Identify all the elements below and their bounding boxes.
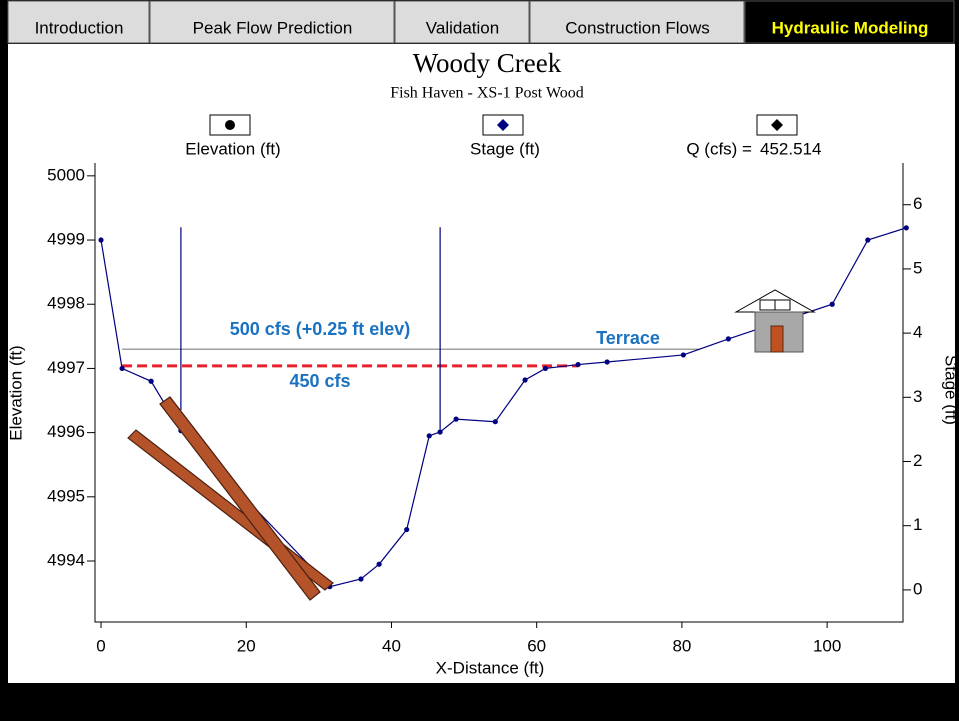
wood-logs <box>127 396 334 601</box>
axis-frame <box>94 163 904 623</box>
x-tick-label: 0 <box>96 636 105 655</box>
tab-label: Hydraulic Modeling <box>772 18 929 37</box>
point <box>903 225 909 231</box>
tab-background <box>744 0 955 44</box>
house-icon <box>734 289 816 353</box>
tab-label: Introduction <box>35 18 124 37</box>
x-tick-label: 20 <box>237 636 256 655</box>
point <box>542 365 549 372</box>
log <box>159 396 321 601</box>
x-tick-label: 60 <box>527 636 546 655</box>
point <box>725 336 731 342</box>
content-area <box>8 44 955 683</box>
tab-bar: Introduction Peak Flow Prediction Validati… <box>7 0 955 44</box>
point <box>358 576 364 582</box>
tab[interactable]: Validation <box>394 0 530 44</box>
point <box>119 365 125 372</box>
flow-label: 500 cfs (+0.25 ft elev) <box>230 319 411 339</box>
legend-marker <box>771 119 783 131</box>
y-tick-label: 4999 <box>47 230 85 249</box>
x-tick-label: 80 <box>672 636 691 655</box>
tab-label: Peak Flow Prediction <box>193 18 353 37</box>
legend-label: Q (cfs) = <box>686 139 752 158</box>
chart-title: Woody Creek <box>413 48 562 78</box>
tab-background <box>149 0 395 44</box>
point <box>437 429 443 435</box>
q-value: 452.514 <box>760 139 821 158</box>
tab[interactable]: Introduction <box>7 0 150 44</box>
y-tick-label: 4998 <box>47 294 85 313</box>
y2-tick-label: 4 <box>913 323 922 342</box>
annotation: Terrace <box>596 328 660 348</box>
y-tick-label: 4996 <box>47 422 85 441</box>
point <box>376 561 382 567</box>
tab-background <box>529 0 745 44</box>
y2-tick-label: 0 <box>913 579 922 598</box>
legend-label: Elevation (ft) <box>185 139 280 158</box>
point <box>865 237 871 243</box>
tab[interactable]: Construction Flows <box>529 0 745 44</box>
point <box>426 433 432 439</box>
y-axis-label: Elevation (ft) <box>6 345 25 440</box>
legend: Elevation (ft) Stage (ft) Q (cfs) = 452.… <box>185 114 821 158</box>
y2-tick-label: 5 <box>913 258 922 277</box>
point <box>680 352 686 358</box>
y-tick-label: 5000 <box>47 165 85 184</box>
point <box>492 419 498 425</box>
y2-axis-label: Stage (ft) <box>942 355 959 425</box>
chart-subtitle: Fish Haven - XS-1 Post Wood <box>390 85 584 102</box>
point <box>575 361 581 368</box>
point <box>404 526 410 533</box>
plot: 0 20 40 60 80 1004994499549964997499849995000… <box>47 163 922 655</box>
point <box>98 237 104 243</box>
tab-label: Construction Flows <box>565 18 710 37</box>
y2-tick-label: 1 <box>913 515 922 534</box>
point <box>148 378 154 384</box>
y-tick-label: 4995 <box>47 486 85 505</box>
x-axis-label: X-Distance (ft) <box>436 658 545 677</box>
house-door <box>770 325 784 353</box>
x-tick-label: 40 <box>382 636 401 655</box>
series-line <box>180 227 441 430</box>
point <box>522 377 528 383</box>
point <box>453 416 459 422</box>
legend-marker <box>497 119 509 131</box>
tab-label: Validation <box>426 18 499 37</box>
point <box>829 301 835 307</box>
legend-label: Stage (ft) <box>470 139 540 158</box>
y2-tick-label: 2 <box>913 451 922 470</box>
flow-label: 450 cfs <box>289 371 350 391</box>
x-tick-label: 100 <box>813 636 841 655</box>
y-tick-label: 4997 <box>47 358 85 377</box>
y2-tick-label: 6 <box>913 194 922 213</box>
y-tick-label: 4994 <box>47 550 85 569</box>
y2-tick-label: 3 <box>913 387 922 406</box>
legend-marker <box>225 120 235 130</box>
tab-background <box>394 0 530 44</box>
tab[interactable]: Hydraulic Modeling <box>744 0 955 44</box>
tab[interactable]: Peak Flow Prediction <box>149 0 395 44</box>
point <box>604 359 610 365</box>
tab-background <box>7 0 150 44</box>
